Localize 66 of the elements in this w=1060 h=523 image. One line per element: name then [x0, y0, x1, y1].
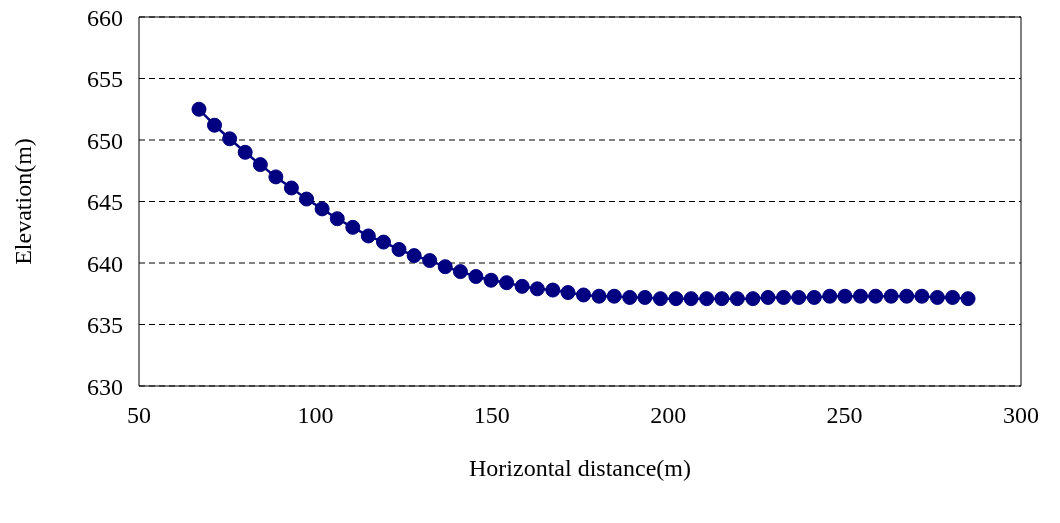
point — [529, 281, 545, 297]
point — [499, 275, 515, 291]
point — [699, 291, 715, 307]
y-tick-label: 630 — [87, 373, 123, 400]
point — [468, 269, 484, 285]
point — [560, 285, 576, 301]
point — [545, 282, 561, 298]
point — [422, 253, 438, 269]
point — [883, 288, 899, 304]
point — [576, 287, 592, 303]
point — [960, 291, 976, 307]
point — [452, 264, 468, 280]
y-tick-label: 635 — [87, 312, 123, 339]
point — [837, 288, 853, 304]
point — [745, 291, 761, 307]
y-tick-label: 660 — [87, 4, 123, 31]
point — [668, 291, 684, 307]
x-tick-label: 200 — [650, 402, 687, 429]
point — [852, 288, 868, 304]
point — [483, 272, 499, 288]
x-tick-label: 100 — [297, 402, 334, 429]
point — [637, 289, 653, 305]
point — [375, 234, 391, 250]
y-tick-label: 650 — [87, 127, 123, 154]
point — [406, 248, 422, 264]
point — [791, 289, 807, 305]
x-tick-label: 150 — [473, 402, 510, 429]
point — [606, 288, 622, 304]
point — [591, 288, 607, 304]
x-axis-title: Horizontal distance(m) — [469, 455, 691, 481]
y-tick-label: 655 — [87, 66, 123, 93]
point — [652, 291, 668, 307]
point — [391, 241, 407, 257]
point — [868, 288, 884, 304]
point — [314, 201, 330, 217]
point — [622, 289, 638, 305]
point — [822, 288, 838, 304]
point — [945, 289, 961, 305]
x-tick-label: 300 — [1003, 402, 1039, 429]
point — [714, 291, 730, 307]
point — [806, 289, 822, 305]
point — [929, 289, 945, 305]
point — [899, 288, 915, 304]
point — [729, 291, 745, 307]
y-axis-title: Elevation(m) — [9, 138, 36, 265]
point — [207, 117, 222, 133]
point — [514, 278, 530, 294]
point — [345, 219, 361, 235]
point — [252, 157, 268, 173]
point — [914, 288, 930, 304]
point — [776, 289, 792, 305]
x-tick-label: 250 — [826, 402, 863, 429]
point — [360, 228, 376, 244]
point — [329, 211, 345, 227]
point — [191, 101, 207, 117]
point — [299, 191, 315, 207]
x-tick-label: 50 — [127, 402, 151, 429]
y-tick-label: 640 — [87, 250, 123, 277]
point — [237, 144, 253, 160]
point — [283, 180, 299, 196]
point — [760, 289, 776, 305]
point — [222, 131, 238, 147]
point — [683, 291, 699, 307]
point — [268, 169, 284, 185]
y-tick-label: 645 — [87, 189, 123, 216]
point — [437, 259, 453, 275]
